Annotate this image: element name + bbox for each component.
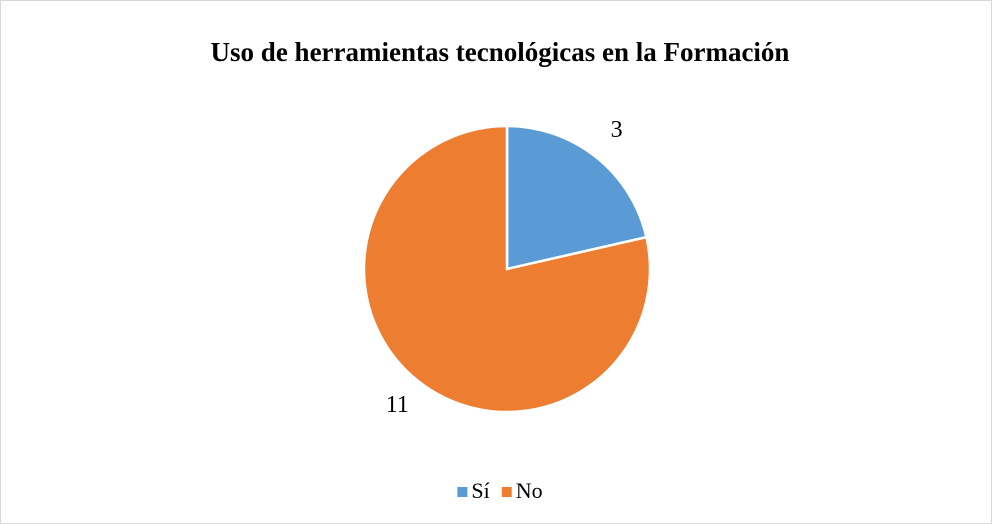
legend-label: Sí	[471, 478, 489, 503]
legend-swatch	[501, 487, 512, 497]
data-label: 11	[386, 392, 409, 418]
data-label: 3	[611, 117, 623, 143]
chart-title: Uso de herramientas tecnológicas en la F…	[211, 37, 790, 67]
legend-swatch	[457, 487, 468, 497]
legend-label: No	[516, 478, 543, 503]
pie-slice	[505, 124, 648, 271]
pie-slice	[362, 124, 652, 414]
